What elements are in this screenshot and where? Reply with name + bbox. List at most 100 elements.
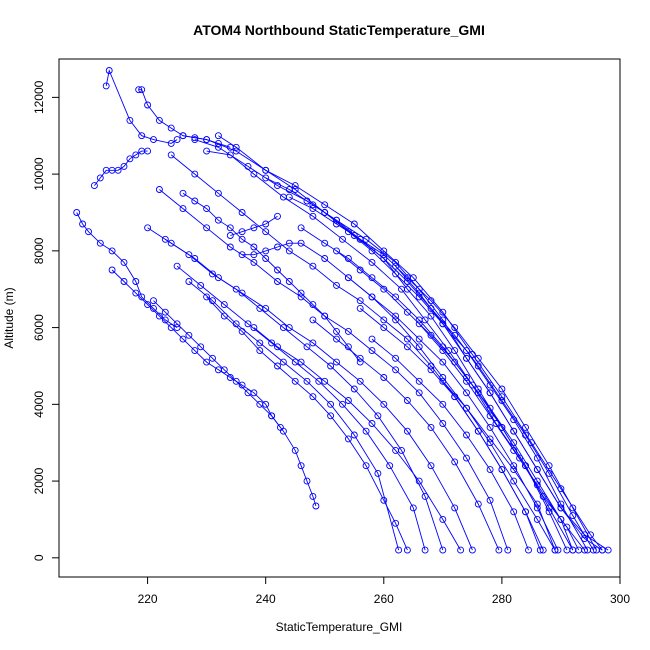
data-point — [439, 320, 447, 328]
data-point — [356, 304, 364, 312]
data-point — [285, 193, 293, 201]
data-point — [309, 205, 317, 213]
data-point — [327, 412, 335, 420]
series-line — [395, 265, 603, 551]
series-28 — [309, 316, 503, 554]
data-point — [73, 209, 81, 216]
data-point — [427, 331, 435, 339]
data-point — [285, 247, 293, 255]
data-point — [220, 366, 228, 374]
data-point — [533, 466, 541, 474]
data-point — [468, 546, 476, 554]
data-point — [203, 147, 211, 155]
data-point — [161, 235, 169, 243]
data-point — [279, 324, 287, 332]
data-point — [368, 420, 376, 427]
data-point — [569, 546, 577, 554]
data-point — [120, 258, 128, 266]
series-line — [442, 381, 556, 551]
x-tick-label: 220 — [138, 592, 158, 606]
data-point — [333, 327, 340, 335]
data-point — [350, 385, 358, 393]
series-7 — [179, 132, 606, 554]
data-point — [557, 504, 565, 512]
data-point — [522, 462, 529, 470]
series-line — [206, 296, 408, 551]
data-point — [380, 316, 388, 324]
data-point — [144, 101, 152, 109]
data-point — [185, 331, 193, 339]
data-point — [297, 289, 305, 297]
data-point — [226, 243, 234, 251]
series-line — [324, 212, 588, 551]
data-point — [392, 446, 400, 454]
data-point — [344, 343, 352, 351]
data-point — [279, 358, 287, 366]
data-point — [309, 262, 317, 270]
data-point — [439, 308, 447, 316]
data-point — [226, 374, 234, 381]
series-4 — [108, 266, 284, 431]
data-point — [238, 235, 246, 243]
data-point — [392, 312, 400, 320]
data-point — [179, 335, 187, 343]
data-point — [545, 462, 553, 470]
data-point — [226, 151, 234, 159]
data-point — [557, 515, 565, 523]
data-point — [220, 312, 228, 320]
data-point — [250, 258, 258, 266]
data-point — [510, 446, 518, 454]
data-point — [392, 270, 400, 278]
data-point — [439, 347, 447, 355]
series-1 — [102, 67, 181, 147]
x-tick-label: 280 — [492, 592, 512, 606]
data-point — [309, 301, 317, 309]
data-point — [380, 285, 388, 293]
data-point — [380, 374, 388, 381]
data-point — [144, 301, 152, 309]
data-point — [209, 270, 216, 278]
data-point — [439, 374, 447, 381]
data-point — [368, 258, 376, 266]
data-point — [291, 446, 299, 454]
data-point — [214, 216, 222, 224]
data-point — [114, 166, 122, 174]
data-point — [409, 504, 417, 512]
data-point — [214, 274, 222, 282]
data-point — [327, 362, 335, 370]
x-tick-label: 240 — [256, 592, 276, 606]
data-point — [144, 224, 152, 232]
data-point — [226, 224, 234, 232]
data-point — [90, 182, 98, 190]
data-point — [403, 335, 411, 343]
data-point — [498, 423, 506, 431]
data-point — [132, 151, 140, 159]
data-point — [356, 358, 364, 366]
data-point — [297, 239, 305, 247]
data-point — [339, 235, 346, 243]
data-point — [392, 293, 400, 301]
data-point — [333, 335, 340, 343]
data-point — [226, 232, 234, 239]
series-line — [111, 269, 281, 428]
data-point — [262, 255, 270, 262]
data-point — [463, 404, 470, 412]
data-point — [533, 454, 541, 462]
data-point — [551, 546, 559, 554]
data-point — [274, 243, 281, 251]
data-point — [274, 212, 281, 220]
series-23 — [321, 209, 591, 554]
data-point — [197, 281, 205, 289]
data-point — [463, 354, 470, 362]
series-13 — [144, 224, 476, 554]
data-point — [132, 289, 140, 297]
data-point — [415, 335, 423, 343]
data-point — [392, 316, 400, 324]
data-point — [321, 377, 329, 385]
data-point — [262, 228, 270, 236]
data-point — [427, 304, 435, 312]
data-point — [415, 316, 423, 324]
data-point — [463, 377, 470, 385]
data-point — [309, 492, 317, 500]
data-point — [333, 281, 340, 289]
